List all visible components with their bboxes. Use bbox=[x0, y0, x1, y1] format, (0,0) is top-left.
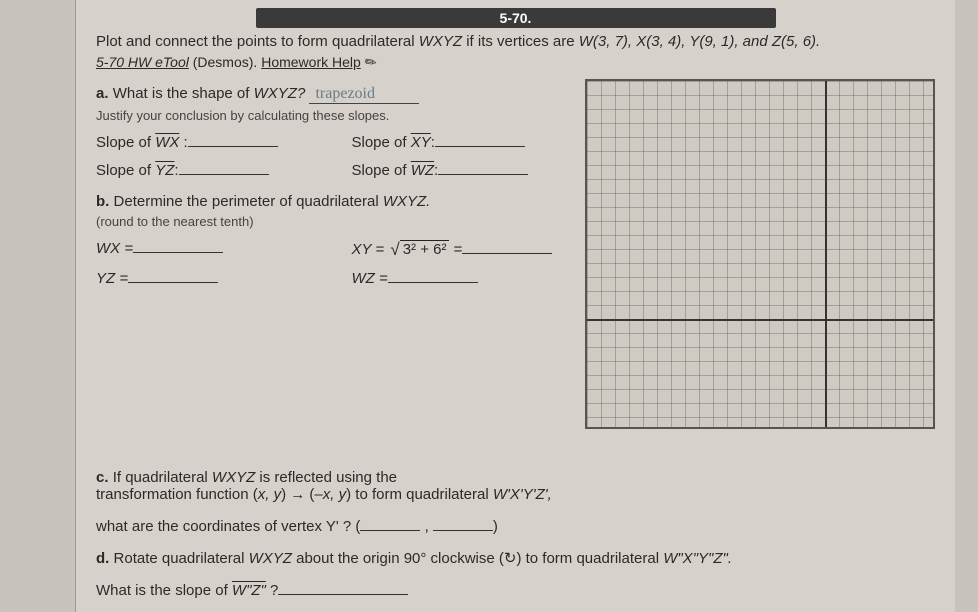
x-axis bbox=[587, 319, 933, 321]
seg-xy: XY bbox=[411, 134, 431, 151]
slope-wx: Slope of WX : bbox=[96, 133, 312, 151]
vertices-list: W(3, 7), X(3, 4), Y(9, 1), and Z(5, 6). bbox=[579, 33, 820, 50]
yz-eq: YZ = bbox=[96, 269, 312, 287]
xy-eq-pre: XY = bbox=[352, 241, 389, 258]
xy-eq-blank[interactable] bbox=[462, 240, 552, 254]
pencil-icon: ✎ bbox=[361, 52, 380, 73]
part-c-1b: is reflected using the bbox=[255, 469, 397, 486]
yz-eq-label: YZ = bbox=[96, 270, 128, 287]
worksheet-page: 5-70. Plot and connect the points to for… bbox=[75, 0, 955, 612]
seg-yz: YZ bbox=[155, 162, 174, 179]
part-a: a. What is the shape of WXYZ? trapezoid bbox=[96, 85, 567, 104]
left-column: a. What is the shape of WXYZ? trapezoid … bbox=[96, 79, 567, 429]
hw-etool-link[interactable]: 5-70 HW eTool bbox=[96, 54, 189, 70]
intro-wxyz: WXYZ bbox=[419, 33, 462, 50]
problem-number-header: 5-70. bbox=[256, 8, 776, 28]
slope-yz-label: Slope of bbox=[96, 162, 155, 179]
perimeter-row-1: WX = XY = 3² + 6² = bbox=[96, 239, 567, 259]
slope-wz-blank[interactable] bbox=[438, 161, 528, 175]
perimeter-row-2: YZ = WZ = bbox=[96, 269, 567, 287]
part-c-2a: transformation function ( bbox=[96, 486, 258, 503]
part-c-2b: ) → (– bbox=[281, 486, 323, 503]
part-c-prime: W'X'Y'Z', bbox=[493, 486, 552, 503]
slope-xy-label: Slope of bbox=[352, 134, 411, 151]
part-d-1: Rotate quadrilateral bbox=[114, 550, 249, 567]
part-a-q1: What is the shape of bbox=[113, 85, 254, 102]
slope-wx-label: Slope of bbox=[96, 134, 155, 151]
slope-wx-blank[interactable] bbox=[188, 133, 278, 147]
part-b-wxyz: WXYZ. bbox=[383, 193, 431, 210]
intro-text-2: if its vertices are bbox=[462, 33, 579, 50]
part-d-question: What is the slope of W"Z" ? bbox=[96, 581, 935, 599]
part-a-justify: Justify your conclusion by calculating t… bbox=[96, 108, 567, 123]
part-e-q: What is the slope of bbox=[96, 582, 232, 599]
seg-wz: WZ bbox=[411, 162, 434, 179]
xy-eq: XY = 3² + 6² = bbox=[352, 239, 568, 259]
slope-xy-blank[interactable] bbox=[435, 133, 525, 147]
slope-row-1: Slope of WX : Slope of XY: bbox=[96, 133, 567, 151]
part-c-wxyz: WXYZ bbox=[212, 469, 255, 486]
part-b-label: b. bbox=[96, 193, 109, 210]
slope-row-2: Slope of YZ: Slope of WZ: bbox=[96, 161, 567, 179]
part-d-wxyz: WXYZ bbox=[249, 550, 292, 567]
tool-line: 5-70 HW eTool (Desmos). Homework Help ✎ bbox=[96, 54, 935, 71]
part-a-handwritten-answer[interactable]: trapezoid bbox=[309, 85, 419, 104]
seg-wz2: W"Z" bbox=[232, 582, 266, 599]
slope-yz: Slope of YZ: bbox=[96, 161, 312, 179]
xy-rad: 3² + 6² bbox=[400, 240, 450, 258]
coord-comma: , bbox=[420, 518, 433, 535]
wx-eq: WX = bbox=[96, 239, 312, 259]
part-c-1a: If quadrilateral bbox=[113, 469, 212, 486]
tool-desmos: (Desmos). bbox=[189, 54, 261, 70]
part-d-label: d. bbox=[96, 550, 109, 567]
fn-out: x, y bbox=[323, 486, 346, 503]
homework-help-link[interactable]: Homework Help bbox=[261, 54, 361, 70]
slope-wz-label: Slope of bbox=[352, 162, 411, 179]
part-d-2: about the origin 90° clockwise (↻) to fo… bbox=[292, 550, 663, 567]
grid-lines bbox=[587, 81, 933, 427]
slope-wz: Slope of WZ: bbox=[352, 161, 568, 179]
slope-yz-blank[interactable] bbox=[179, 161, 269, 175]
yz-eq-blank[interactable] bbox=[128, 269, 218, 283]
part-c: c. If quadrilateral WXYZ is reflected us… bbox=[96, 469, 935, 503]
part-d-prime2: W"X"Y"Z". bbox=[663, 550, 732, 567]
sqrt-icon: 3² + 6² bbox=[388, 239, 449, 259]
wx-eq-label: WX = bbox=[96, 240, 133, 257]
right-column bbox=[585, 79, 935, 429]
part-c-2c: ) to form quadrilateral bbox=[346, 486, 493, 503]
part-d: d. Rotate quadrilateral WXYZ about the o… bbox=[96, 549, 935, 567]
fn-in: x, y bbox=[258, 486, 281, 503]
wz-eq-label: WZ = bbox=[352, 270, 388, 287]
part-e-qm: ? bbox=[266, 582, 279, 599]
slope-xy: Slope of XY: bbox=[352, 133, 568, 151]
part-c-question: what are the coordinates of vertex Y' ? … bbox=[96, 517, 935, 535]
coordinate-grid[interactable] bbox=[585, 79, 935, 429]
wz-eq: WZ = bbox=[352, 269, 568, 287]
part-a-wxyz: WXYZ? bbox=[254, 85, 306, 102]
part-b: b. Determine the perimeter of quadrilate… bbox=[96, 193, 567, 210]
slope-wz2-blank[interactable] bbox=[278, 581, 408, 595]
seg-wx: WX bbox=[155, 134, 179, 151]
wx-eq-blank[interactable] bbox=[133, 239, 223, 253]
wz-eq-blank[interactable] bbox=[388, 269, 478, 283]
part-b-round: (round to the nearest tenth) bbox=[96, 214, 567, 229]
y-axis bbox=[825, 81, 827, 427]
part-a-label: a. bbox=[96, 85, 109, 102]
y-prime-y-blank[interactable] bbox=[433, 517, 493, 531]
part-b-text: Determine the perimeter of quadrilateral bbox=[114, 193, 383, 210]
y-prime-x-blank[interactable] bbox=[360, 517, 420, 531]
coord-close: ) bbox=[493, 518, 498, 535]
part-c-q: what are the coordinates of vertex Y' ? … bbox=[96, 518, 360, 535]
problem-intro: Plot and connect the points to form quad… bbox=[96, 32, 935, 52]
intro-text-1: Plot and connect the points to form quad… bbox=[96, 33, 419, 50]
xy-eq-post: = bbox=[449, 241, 462, 258]
content-columns: a. What is the shape of WXYZ? trapezoid … bbox=[96, 79, 935, 429]
part-c-label: c. bbox=[96, 469, 109, 486]
